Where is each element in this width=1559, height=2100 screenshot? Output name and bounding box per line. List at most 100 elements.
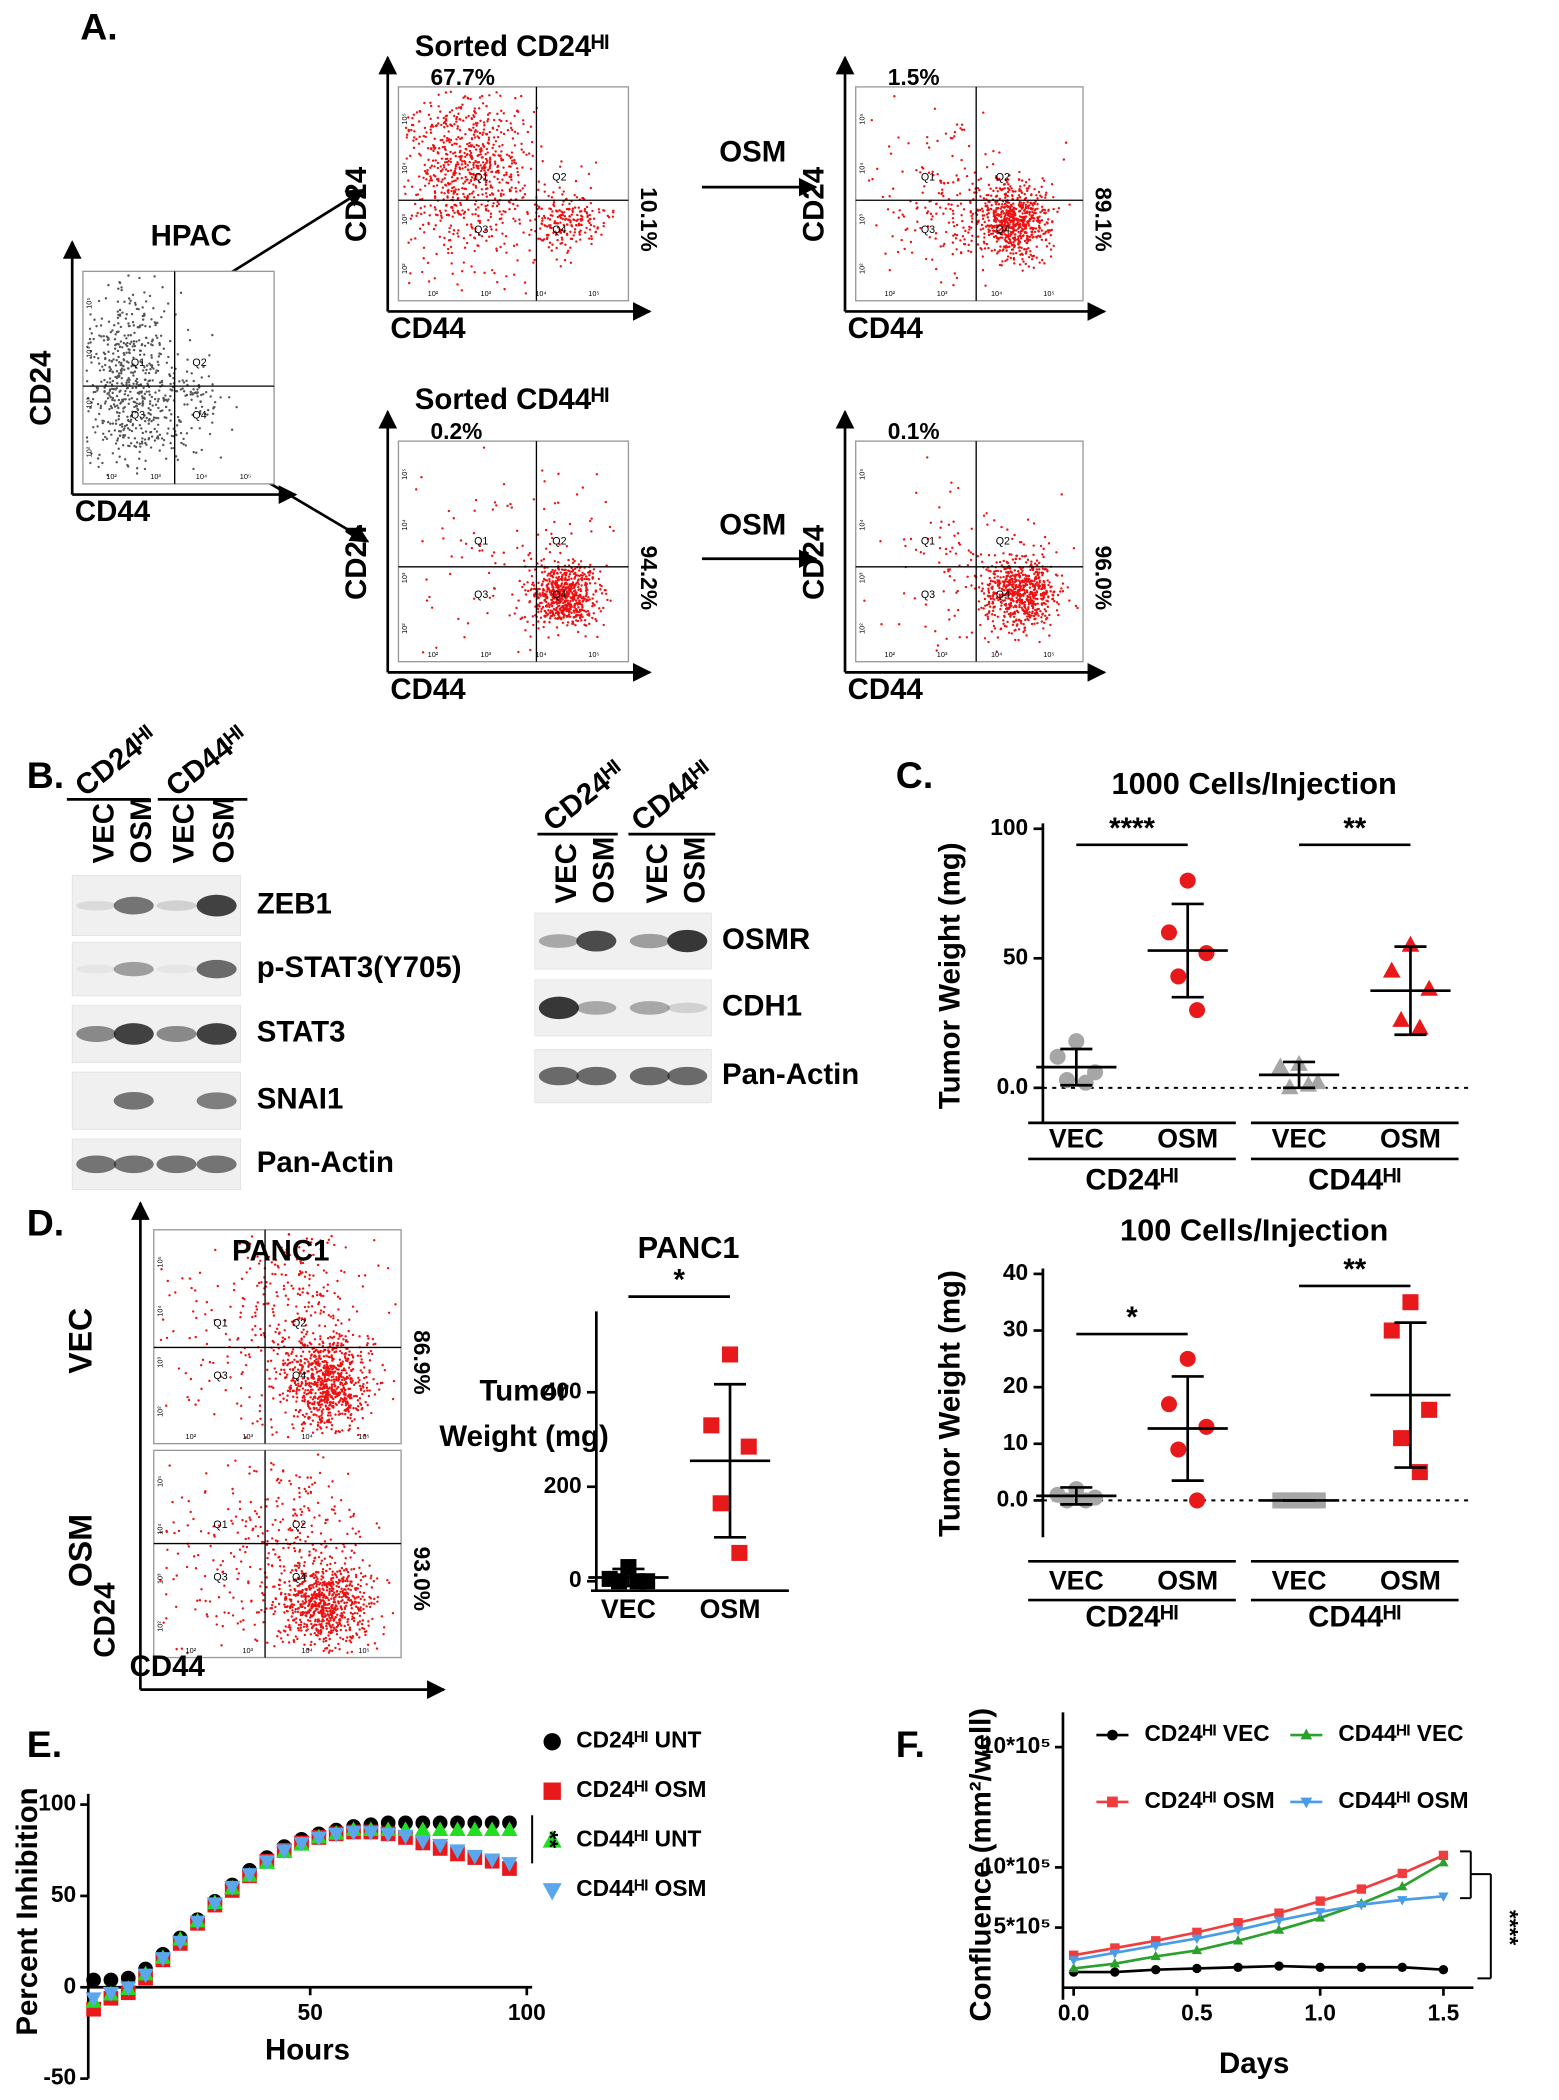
cell-dot xyxy=(542,580,544,582)
cell-dot xyxy=(414,203,416,205)
cell-dot xyxy=(571,238,573,240)
cell-dot xyxy=(1013,621,1015,623)
cell-dot xyxy=(477,220,479,222)
cell-dot xyxy=(190,391,192,393)
cell-dot xyxy=(962,226,964,228)
cell-dot xyxy=(314,1338,316,1340)
cell-dot xyxy=(567,559,569,561)
cell-dot xyxy=(437,94,439,96)
cell-dot xyxy=(428,182,430,184)
cell-dot xyxy=(116,461,118,463)
cell-dot xyxy=(1048,542,1050,544)
cell-dot xyxy=(1036,197,1038,199)
cell-dot xyxy=(1004,260,1006,262)
cell-dot xyxy=(176,424,178,426)
cell-dot xyxy=(560,217,562,219)
cell-dot xyxy=(494,163,496,165)
cell-dot xyxy=(1048,634,1050,636)
cell-dot xyxy=(335,1367,337,1369)
cell-dot xyxy=(572,583,574,585)
cell-dot xyxy=(544,183,546,185)
cell-dot xyxy=(461,103,463,105)
cell-dot xyxy=(424,185,426,187)
cell-dot xyxy=(588,237,590,239)
cell-dot xyxy=(1044,209,1046,211)
cell-dot xyxy=(1051,229,1053,231)
cell-dot xyxy=(1008,584,1010,586)
cell-dot xyxy=(453,517,455,519)
cell-dot xyxy=(138,277,140,279)
cell-dot xyxy=(930,213,932,215)
cell-dot xyxy=(1027,238,1029,240)
cell-dot xyxy=(494,161,496,163)
cell-dot xyxy=(473,134,475,136)
cell-dot xyxy=(952,241,954,243)
cell-dot xyxy=(449,158,451,160)
cell-dot xyxy=(1014,569,1016,571)
cell-dot xyxy=(413,147,415,149)
cell-dot xyxy=(556,572,558,574)
cell-dot xyxy=(455,120,457,122)
cell-dot xyxy=(331,1424,333,1426)
cell-dot xyxy=(135,387,137,389)
cell-dot xyxy=(100,381,102,383)
cell-dot xyxy=(165,458,167,460)
cell-dot xyxy=(977,555,979,557)
cell-dot xyxy=(445,119,447,121)
cell-dot xyxy=(368,1369,370,1371)
cell-dot xyxy=(547,195,549,197)
cell-dot xyxy=(150,446,152,448)
cell-dot xyxy=(516,167,518,169)
cell-dot xyxy=(1000,216,1002,218)
cell-dot xyxy=(956,194,958,196)
cell-dot xyxy=(480,203,482,205)
cell-dot xyxy=(1021,212,1023,214)
cell-dot xyxy=(139,451,141,453)
cell-dot xyxy=(490,213,492,215)
cell-dot xyxy=(1018,589,1020,591)
cell-dot xyxy=(158,342,160,344)
cell-dot xyxy=(549,591,551,593)
cell-dot xyxy=(570,532,572,534)
cell-dot xyxy=(208,375,210,377)
cell-dot xyxy=(343,1271,345,1273)
cell-dot xyxy=(1027,222,1029,224)
cell-dot xyxy=(550,603,552,605)
cell-dot xyxy=(128,381,130,383)
cell-dot xyxy=(120,340,122,342)
cell-dot xyxy=(417,193,419,195)
cell-dot xyxy=(292,1287,294,1289)
cell-dot xyxy=(564,601,566,603)
cell-dot xyxy=(1045,192,1047,194)
cell-dot xyxy=(958,542,960,544)
cell-dot xyxy=(577,602,579,604)
cell-dot xyxy=(1008,632,1010,634)
cell-dot xyxy=(593,225,595,227)
cell-dot xyxy=(467,622,469,624)
cell-dot xyxy=(487,118,489,120)
cell-dot xyxy=(986,224,988,226)
cell-dot xyxy=(149,295,151,297)
cell-dot xyxy=(185,380,187,382)
cell-dot xyxy=(493,587,495,589)
cell-dot xyxy=(1046,570,1048,572)
cell-dot xyxy=(260,1281,262,1283)
cell-dot xyxy=(591,210,593,212)
cell-dot xyxy=(349,1424,351,1426)
cell-dot xyxy=(1005,575,1007,577)
cell-dot xyxy=(125,352,127,354)
cell-dot xyxy=(437,117,439,119)
cell-dot xyxy=(118,391,120,393)
cell-dot xyxy=(527,590,529,592)
cell-dot xyxy=(533,111,535,113)
cell-dot xyxy=(532,615,534,617)
cell-dot xyxy=(1010,257,1012,259)
flow-tick-label: 10⁵ xyxy=(240,472,251,481)
cell-dot xyxy=(315,1368,317,1370)
cell-dot xyxy=(331,1368,333,1370)
cell-dot xyxy=(584,619,586,621)
cell-dot xyxy=(135,380,137,382)
cell-dot xyxy=(588,574,590,576)
cell-dot xyxy=(565,604,567,606)
cell-dot xyxy=(414,237,416,239)
